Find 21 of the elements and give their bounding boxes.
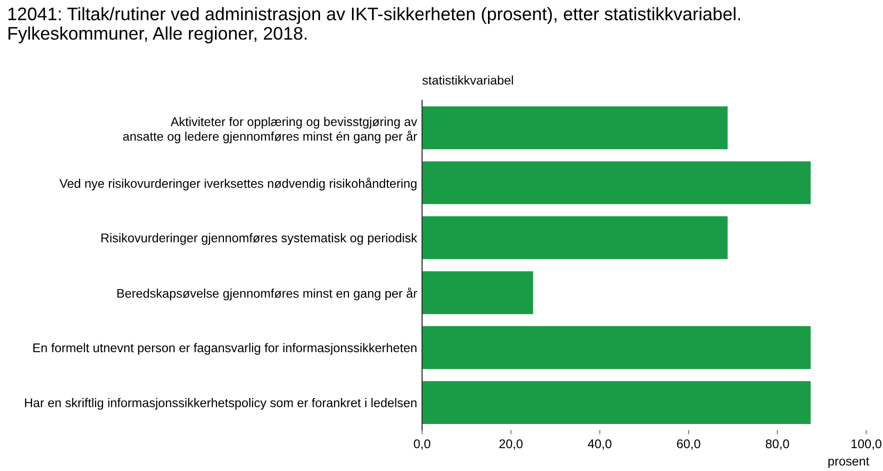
y-tick-label: Beredskapsøvelse gjennomføres minst en gang per år xyxy=(117,288,418,300)
y-tick-label: Ved nye risikovurderinger iverksettes nødvendig risikohåndtering xyxy=(59,178,416,190)
y-tick-label: En formelt utnevnt person er fagansvarlig for informasjonssikkerheten xyxy=(33,343,416,355)
x-tick-label: 100,0 xyxy=(852,439,882,450)
x-tick-label: 60,0 xyxy=(677,439,700,450)
bar xyxy=(422,326,811,370)
bar xyxy=(422,161,811,204)
x-tick-label: 80,0 xyxy=(766,439,790,450)
chart-title: 12041: Tiltak/rutiner ved administrasjon av IKT-sikkerheten (prosent), etter statistikkvariabel. Fylkeskommuner, Alle regioner, 2018. xyxy=(8,7,740,44)
x-tick-label: 0,0 xyxy=(414,439,430,450)
bar xyxy=(422,216,728,260)
y-tick-label: Har en skriftlig informasjonssikkerhetspolicy som er forankret i ledelsen xyxy=(25,398,416,410)
y-axis-title: statistikkvariabel xyxy=(422,75,513,85)
x-axis-title: prosent xyxy=(828,457,870,468)
bar xyxy=(422,106,728,150)
y-tick-label: Risikovurderinger gjennomføres systematisk og periodisk xyxy=(101,233,418,245)
bar xyxy=(422,271,534,314)
y-tick-label: Aktiviteter for opplæring og bevisstgjøring av ansatte og ledere gjennomføres minst én gang per år xyxy=(123,116,418,144)
x-tick-label: 40,0 xyxy=(588,439,612,450)
x-tick-label: 20,0 xyxy=(499,439,523,450)
bar xyxy=(422,381,811,424)
